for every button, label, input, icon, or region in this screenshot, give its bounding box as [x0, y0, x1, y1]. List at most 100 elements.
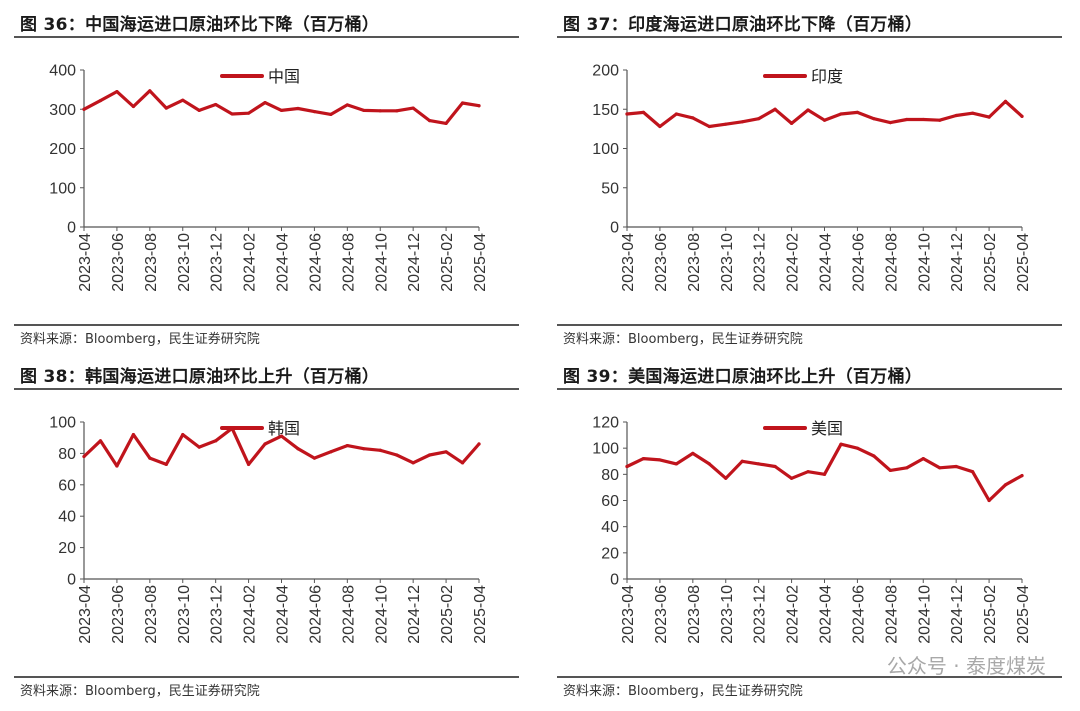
x-tick-label: 2023-12	[752, 585, 769, 644]
data-point	[329, 112, 333, 116]
data-point	[987, 115, 991, 119]
line-chart-usa: 0 20 40 60 80 100 120 2023-04 2023-06 2023-08 2023…	[592, 415, 1032, 644]
data-point	[362, 108, 366, 113]
data-point	[164, 462, 168, 466]
y-tick-label: 200	[49, 141, 76, 158]
data-point	[658, 458, 662, 462]
source-rule	[557, 324, 1062, 326]
data-point	[82, 454, 86, 459]
x-tick-label: 2023-10	[719, 585, 736, 644]
data-point	[214, 439, 218, 443]
data-point	[263, 442, 267, 446]
x-tick-label: 2023-10	[176, 585, 193, 644]
x-tick-label: 2024-10	[373, 233, 390, 292]
x-tick-label: 2023-06	[110, 585, 127, 644]
data-point	[131, 104, 135, 109]
x-tick-label: 2023-04	[77, 585, 94, 644]
x-tick-label: 2024-10	[916, 233, 933, 292]
x-tick-label: 2024-08	[340, 233, 357, 292]
data-point	[428, 453, 432, 457]
data-point	[460, 461, 465, 465]
x-tick-label: 2023-08	[686, 585, 703, 644]
data-point	[987, 498, 991, 503]
data-point	[378, 109, 382, 113]
y-tick-label: 50	[601, 180, 619, 197]
series-line-china	[82, 89, 481, 126]
chart-title: 图 36：中国海运进口原油环比下降（百万桶）	[20, 15, 380, 35]
data-point	[115, 89, 119, 94]
x-tick-label: 2025-04	[1015, 585, 1032, 644]
data-point	[839, 112, 843, 116]
x-tick-label: 2023-04	[620, 585, 637, 644]
data-point	[905, 117, 909, 122]
y-tick-label: 0	[610, 572, 619, 589]
source-rule	[14, 324, 519, 326]
x-tick-label: 2024-04	[275, 585, 292, 644]
x-tick-label: 2025-04	[472, 233, 489, 292]
data-point	[395, 109, 399, 113]
data-point	[707, 124, 711, 129]
line-chart-china: 0 100 200 300 400 2023-04 2023-06 2023-08 2023-1…	[49, 63, 489, 292]
x-tick-label: 2023-06	[653, 585, 670, 644]
data-point	[872, 454, 876, 458]
data-point	[674, 462, 678, 466]
chart-panel-china: 图 36：中国海运进口原油环比下降（百万桶） 0 100 200 300 400 2023…	[14, 6, 519, 347]
data-point	[822, 472, 827, 476]
data-point	[378, 448, 382, 452]
x-tick-label: 2025-02	[982, 233, 999, 292]
y-tick-label: 0	[610, 220, 619, 237]
data-point	[740, 459, 744, 463]
data-point	[789, 121, 794, 125]
x-tick-label: 2024-04	[818, 233, 835, 292]
x-tick-label: 2023-04	[77, 233, 94, 292]
data-point	[740, 120, 744, 124]
data-point	[789, 476, 794, 480]
y-tick-label: 80	[601, 467, 619, 484]
data-point	[806, 470, 810, 474]
data-point	[921, 117, 925, 122]
chart-panel-usa: 图 39：美国海运进口原油环比上升（百万桶） 0 20 40 60 80 100 120 20…	[557, 358, 1062, 699]
y-tick-label: 120	[592, 415, 619, 432]
y-tick-label: 100	[592, 141, 619, 158]
data-point	[444, 450, 448, 454]
y-tick-label: 80	[58, 446, 76, 463]
data-point	[395, 453, 399, 457]
x-tick-label: 2023-04	[620, 233, 637, 292]
x-tick-label: 2025-04	[1015, 233, 1032, 292]
data-point	[214, 102, 218, 107]
x-tick-label: 2024-08	[340, 585, 357, 644]
x-tick-label: 2023-08	[143, 585, 160, 644]
title-rule	[14, 388, 519, 390]
title-rule	[557, 388, 1062, 390]
data-point	[773, 107, 777, 111]
data-point	[477, 442, 481, 446]
data-point	[1003, 99, 1008, 103]
x-tick-label: 2024-02	[785, 585, 802, 644]
chart-title: 图 37：印度海运进口原油环比下降（百万桶）	[563, 15, 923, 35]
data-point	[279, 108, 284, 113]
x-tick-label: 2025-04	[472, 585, 489, 644]
y-tick-label: 20	[58, 540, 76, 557]
data-point	[822, 118, 827, 122]
x-tick-label: 2023-08	[143, 233, 160, 292]
x-tick-label: 2024-02	[242, 585, 259, 644]
x-tick-label: 2024-06	[850, 585, 867, 644]
data-point	[197, 445, 201, 449]
data-point	[691, 451, 695, 455]
series-line-usa	[625, 442, 1024, 503]
data-point	[115, 464, 119, 468]
y-tick-label: 0	[67, 220, 76, 237]
data-point	[181, 98, 185, 102]
data-point	[329, 450, 333, 454]
y-tick-label: 40	[58, 509, 76, 526]
x-tick-label: 2024-06	[307, 585, 324, 644]
data-point	[625, 464, 629, 469]
x-tick-label: 2025-02	[439, 585, 456, 644]
y-tick-label: 150	[592, 102, 619, 119]
y-tick-label: 60	[58, 477, 76, 494]
y-tick-label: 20	[601, 545, 619, 562]
data-point	[246, 462, 251, 466]
line-chart-india: 0 50 100 150 200 2023-04 2023-06 2023-08 2023-10…	[592, 63, 1032, 292]
x-tick-label: 2024-12	[406, 585, 423, 644]
data-point	[131, 432, 135, 437]
